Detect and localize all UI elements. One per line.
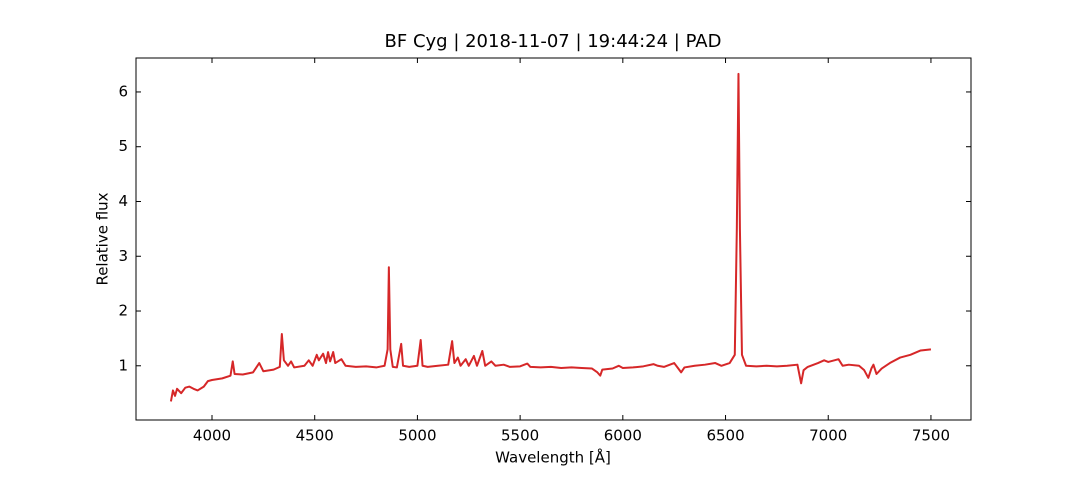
y-tick-label: 2	[118, 302, 128, 320]
y-tick-label: 1	[118, 356, 128, 374]
y-tick-label: 3	[118, 247, 128, 265]
chart-title: BF Cyg | 2018-11-07 | 19:44:24 | PAD	[385, 31, 722, 52]
x-tick-label: 6000	[604, 427, 642, 445]
y-tick-label: 6	[118, 82, 128, 100]
x-tick-label: 7500	[912, 427, 950, 445]
x-tick-label: 5000	[398, 427, 436, 445]
x-tick-label: 6500	[706, 427, 744, 445]
x-tick-label: 7000	[809, 427, 847, 445]
plot-frame	[135, 57, 972, 421]
y-axis-label: Relative flux	[94, 192, 112, 285]
x-tick-label: 5500	[501, 427, 539, 445]
y-tick-label: 4	[118, 192, 128, 210]
x-tick-label: 4000	[193, 427, 231, 445]
y-tick-label: 5	[118, 137, 128, 155]
x-axis-label: Wavelength [Å]	[495, 448, 611, 467]
x-tick-label: 4500	[296, 427, 334, 445]
spectrum-line	[169, 72, 932, 402]
